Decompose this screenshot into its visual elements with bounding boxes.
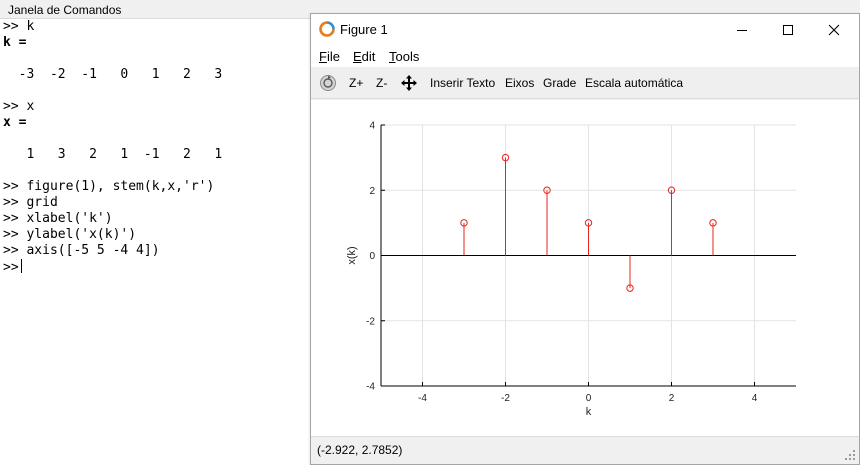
figure-window[interactable]: Figure 1 File Edit Tools Z+ Z- Inserir T… [310, 13, 860, 465]
command-line: >> figure(1), stem(k,x,'r') [3, 179, 215, 194]
stem-marker [543, 186, 551, 194]
y-tick-label: 2 [369, 186, 375, 197]
close-icon [828, 24, 840, 35]
stem-marker [501, 153, 510, 162]
x-tick-label: -2 [501, 393, 510, 404]
command-line: >> axis([-5 5 -4 4]) [3, 243, 160, 258]
resize-grip-icon[interactable] [845, 450, 855, 460]
figure-toolbar: Z+ Z- Inserir Texto Eixos Grade Escala a… [311, 67, 859, 99]
grid-button[interactable]: Grade [543, 76, 577, 90]
stem-marker [667, 186, 676, 194]
autoscale-button[interactable]: Escala automática [585, 76, 684, 90]
x-tick-label: -4 [418, 393, 427, 404]
stem-marker [709, 219, 717, 227]
rotate-icon[interactable] [319, 74, 337, 92]
y-tick-label: 4 [369, 121, 375, 132]
stem-marker [584, 219, 593, 227]
zoom-out-button[interactable]: Z- [376, 76, 388, 90]
maximize-icon [783, 24, 793, 35]
minimize-button[interactable] [719, 14, 765, 45]
zoom-in-button[interactable]: Z+ [349, 76, 364, 90]
figure-titlebar[interactable]: Figure 1 [311, 14, 859, 45]
command-line: k = [3, 35, 27, 50]
menu-edit[interactable]: Edit [353, 49, 376, 64]
menu-file[interactable]: File [319, 49, 340, 64]
minimize-icon [737, 29, 747, 31]
y-axis-label: x(k) [346, 246, 358, 264]
command-line: >> ylabel('x(k)') [3, 227, 137, 242]
octave-logo-icon [319, 21, 335, 37]
figure-title: Figure 1 [340, 22, 388, 37]
x-tick-label: 4 [752, 393, 758, 404]
y-tick-label: -2 [366, 316, 375, 327]
command-line: >> grid [3, 195, 58, 210]
x-tick-label: 2 [669, 393, 675, 404]
stem-marker [460, 219, 468, 227]
x-tick-label: 0 [586, 393, 592, 404]
figure-statusbar: (-2.922, 2.7852) [311, 436, 859, 464]
command-line: -3 -2 -1 0 1 2 3 [3, 67, 223, 82]
y-tick-label: 0 [369, 251, 375, 262]
command-prompt-line[interactable]: >> [3, 259, 22, 276]
maximize-button[interactable] [765, 14, 811, 45]
x-axis-label: k [586, 406, 592, 418]
figure-menubar: File Edit Tools [311, 45, 859, 67]
axes-button[interactable]: Eixos [505, 76, 535, 90]
pan-arrows-icon[interactable] [400, 74, 418, 92]
command-line: >> k [3, 19, 35, 34]
text-cursor [20, 259, 22, 273]
stem-plot[interactable]: -4 -2 0 2 4 -4 -2 0 2 4 k x(k) [311, 100, 859, 436]
y-tick-label: -4 [366, 382, 375, 393]
command-prompt: >> [3, 260, 19, 275]
cursor-coordinates: (-2.922, 2.7852) [317, 443, 403, 457]
command-line: x = [3, 115, 27, 130]
command-line: >> xlabel('k') [3, 211, 113, 226]
close-button[interactable] [811, 14, 857, 45]
stem-marker [626, 284, 634, 292]
plot-canvas[interactable]: -4 -2 0 2 4 -4 -2 0 2 4 k x(k) [311, 100, 859, 436]
command-line: >> x [3, 99, 35, 114]
menu-tools[interactable]: Tools [389, 49, 420, 64]
insert-text-button[interactable]: Inserir Texto [430, 76, 496, 90]
command-window-title: Janela de Comandos [8, 3, 122, 17]
command-line: 1 3 2 1 -1 2 1 [3, 147, 223, 162]
